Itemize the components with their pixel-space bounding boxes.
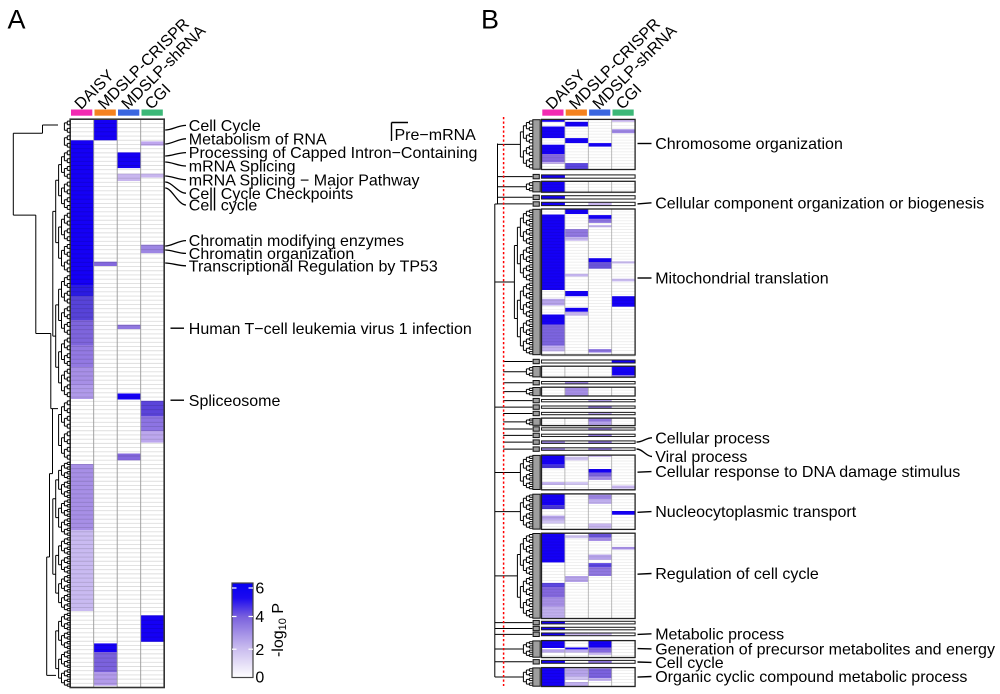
svg-text:Mitochondrial translation: Mitochondrial translation bbox=[655, 271, 828, 288]
svg-text:Cellular component organizatio: Cellular component organization or bioge… bbox=[655, 195, 984, 212]
svg-text:Cell cycle: Cell cycle bbox=[189, 198, 258, 215]
svg-text:Viral process: Viral process bbox=[655, 449, 747, 466]
svg-text:Pre−mRNA: Pre−mRNA bbox=[395, 127, 477, 144]
svg-text:Generation of precursor metabo: Generation of precursor metabolites and … bbox=[655, 642, 995, 659]
svg-text:0: 0 bbox=[255, 669, 264, 686]
svg-text:Cellular response to DNA damag: Cellular response to DNA damage stimulus bbox=[655, 464, 960, 481]
svg-text:Processing of Capped Intron−Co: Processing of Capped Intron−Containing bbox=[189, 145, 478, 162]
svg-text:Cell Cycle Checkpoints: Cell Cycle Checkpoints bbox=[189, 186, 354, 203]
svg-text:4: 4 bbox=[255, 609, 264, 626]
svg-text:-log10 P: -log10 P bbox=[270, 603, 289, 657]
svg-text:Nucleocytoplasmic transport: Nucleocytoplasmic transport bbox=[655, 504, 857, 521]
svg-text:Chromatin modifying enzymes: Chromatin modifying enzymes bbox=[189, 233, 404, 250]
svg-text:6: 6 bbox=[255, 581, 264, 598]
svg-text:Regulation of cell cycle: Regulation of cell cycle bbox=[655, 566, 819, 583]
svg-text:B: B bbox=[481, 5, 499, 35]
svg-text:Metabolic process: Metabolic process bbox=[655, 626, 784, 643]
svg-text:mRNA Splicing − Major Pathway: mRNA Splicing − Major Pathway bbox=[189, 172, 420, 189]
svg-text:mRNA Splicing: mRNA Splicing bbox=[189, 159, 296, 176]
svg-text:Chromosome organization: Chromosome organization bbox=[655, 136, 843, 153]
svg-text:Spliceosome: Spliceosome bbox=[189, 393, 281, 410]
svg-text:2: 2 bbox=[255, 642, 264, 659]
svg-text:Cellular process: Cellular process bbox=[655, 430, 770, 447]
svg-text:A: A bbox=[8, 5, 26, 35]
svg-text:Organic cyclic compound metabo: Organic cyclic compound metabolic proces… bbox=[655, 669, 967, 686]
svg-text:Chromatin organization: Chromatin organization bbox=[189, 246, 354, 263]
svg-text:Human T−cell leukemia virus 1: Human T−cell leukemia virus 1 infection bbox=[189, 321, 472, 338]
svg-text:Cell cycle: Cell cycle bbox=[655, 655, 724, 672]
svg-text:Transcriptional Regulation by: Transcriptional Regulation by TP53 bbox=[189, 258, 438, 275]
svg-text:Cell Cycle: Cell Cycle bbox=[189, 118, 261, 135]
svg-text:Metabolism of RNA: Metabolism of RNA bbox=[189, 131, 327, 148]
